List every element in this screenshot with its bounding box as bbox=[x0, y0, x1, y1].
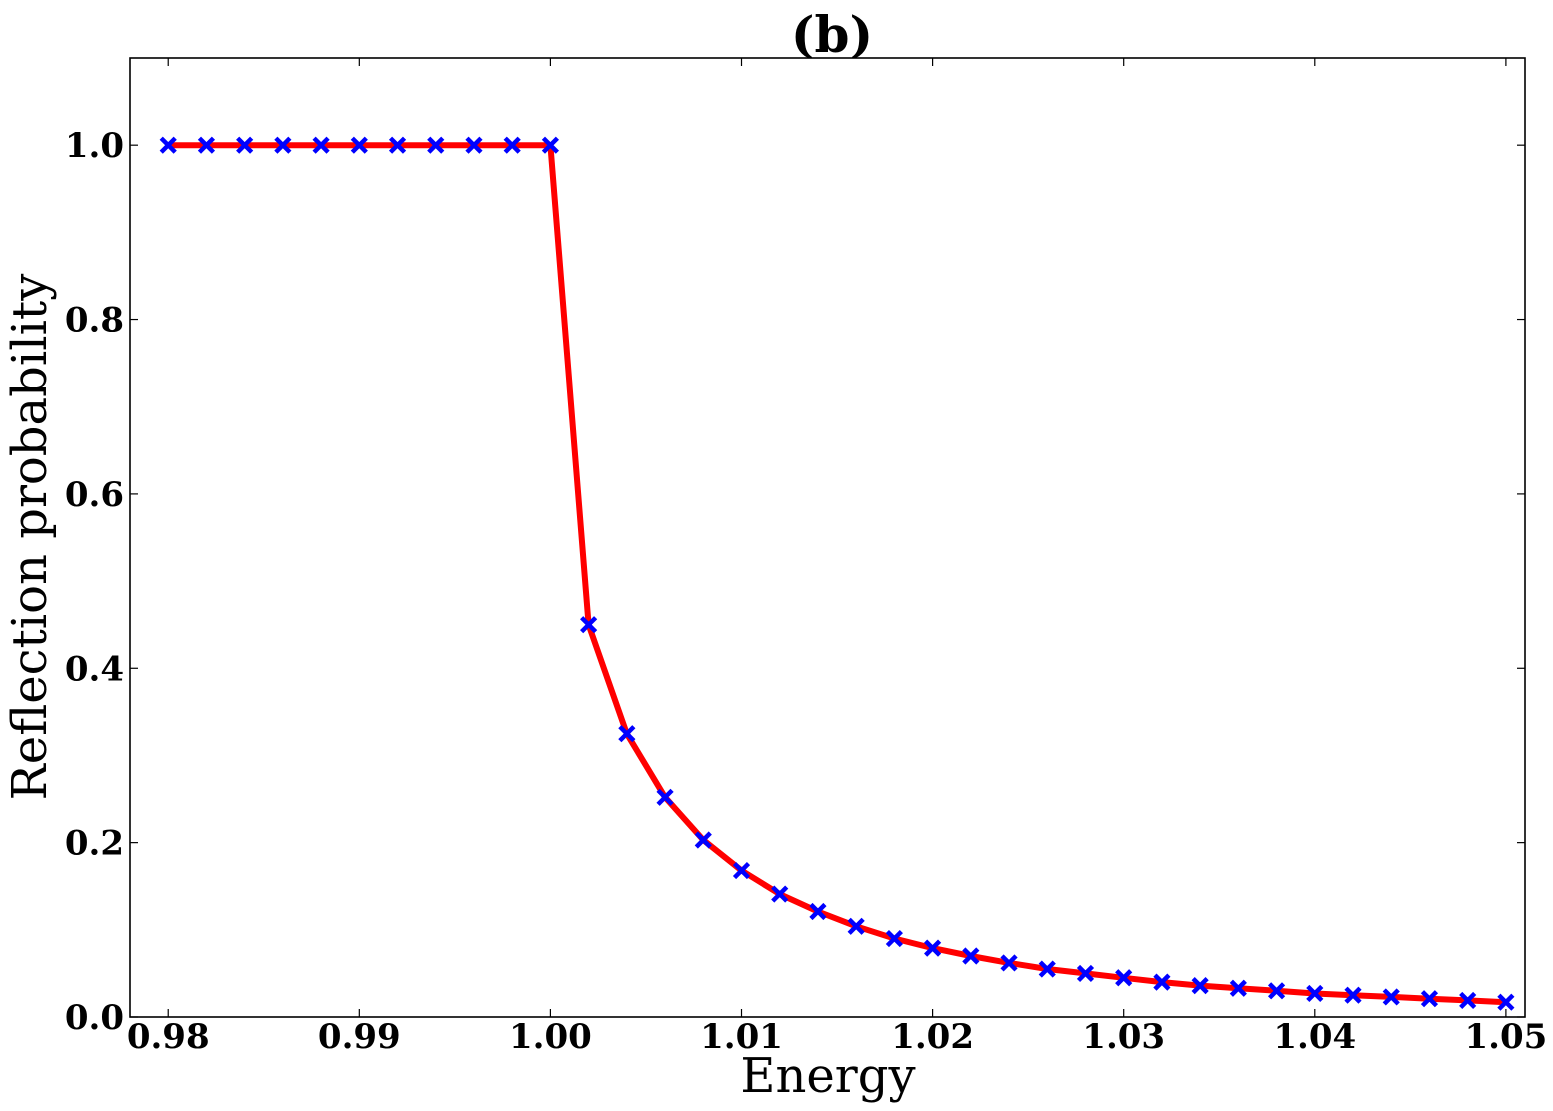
data-point-marker bbox=[924, 939, 942, 957]
data-point-marker bbox=[1459, 991, 1477, 1010]
y-tick-label: 0.2 bbox=[65, 824, 124, 864]
data-point-marker bbox=[159, 136, 177, 154]
data-point-marker bbox=[1115, 969, 1133, 987]
x-tick-label: 0.99 bbox=[318, 1017, 401, 1057]
data-point-marker bbox=[656, 788, 674, 806]
data-point-marker bbox=[1153, 973, 1171, 991]
data-point-marker bbox=[962, 947, 980, 965]
data-point-marker bbox=[1420, 990, 1439, 1008]
x-axis-title: Energy bbox=[740, 1048, 915, 1104]
data-point-marker bbox=[503, 136, 521, 154]
data-point-marker bbox=[1076, 964, 1095, 982]
plot-area bbox=[130, 58, 1525, 1017]
data-point-marker bbox=[197, 136, 216, 154]
data-point-marker bbox=[427, 136, 445, 154]
series-line bbox=[168, 142, 1507, 1006]
data-point-marker bbox=[732, 861, 751, 880]
y-tick-label: 1.0 bbox=[65, 126, 124, 166]
x-tick-label: 1.01 bbox=[700, 1017, 783, 1057]
data-point-marker bbox=[1344, 986, 1362, 1004]
data-point-marker bbox=[1497, 993, 1515, 1011]
tick-layer: 0.98 0.99 1.00 1.01 1.02 1.03 1.04 1.05 0.0 0.2 0.… bbox=[65, 58, 1547, 1057]
data-point-marker bbox=[1229, 979, 1247, 997]
plot-frame bbox=[129, 57, 1526, 1018]
data-point-marker bbox=[1267, 982, 1286, 1000]
data-point-marker bbox=[465, 136, 483, 154]
data-point-marker bbox=[1382, 988, 1400, 1006]
x-tick-label: 1.04 bbox=[1273, 1017, 1356, 1057]
data-point-marker bbox=[694, 831, 712, 849]
data-point-marker bbox=[809, 902, 827, 921]
data-point-marker bbox=[1306, 984, 1324, 1003]
data-point-marker bbox=[885, 929, 903, 948]
data-point-marker bbox=[312, 136, 330, 154]
data-point-marker bbox=[618, 725, 636, 743]
y-axis-title: Reflection probability bbox=[2, 274, 58, 801]
data-point-marker bbox=[350, 136, 368, 154]
data-layer bbox=[159, 136, 1515, 1011]
data-point-marker bbox=[388, 136, 407, 154]
x-tick-label: 0.98 bbox=[127, 1017, 210, 1057]
y-tick-label: 0.4 bbox=[65, 649, 124, 689]
x-tick-label: 1.05 bbox=[1464, 1017, 1547, 1057]
y-tick-label: 0.0 bbox=[65, 998, 124, 1038]
y-tick-label: 0.8 bbox=[65, 301, 124, 341]
data-point-marker bbox=[236, 136, 254, 154]
chart-title: (b) bbox=[791, 5, 873, 64]
data-point-marker bbox=[580, 616, 598, 634]
y-tick-label: 0.6 bbox=[65, 475, 124, 515]
data-point-marker bbox=[1038, 960, 1056, 978]
x-tick-label: 1.00 bbox=[509, 1017, 592, 1057]
data-point-marker bbox=[274, 136, 292, 154]
data-point-marker bbox=[1191, 977, 1209, 995]
data-point-marker bbox=[1000, 954, 1018, 972]
x-tick-label: 1.03 bbox=[1082, 1017, 1165, 1057]
data-point-marker bbox=[771, 885, 789, 903]
data-point-marker bbox=[847, 917, 865, 935]
data-point-marker bbox=[541, 136, 560, 154]
x-tick-label: 1.02 bbox=[891, 1017, 974, 1057]
